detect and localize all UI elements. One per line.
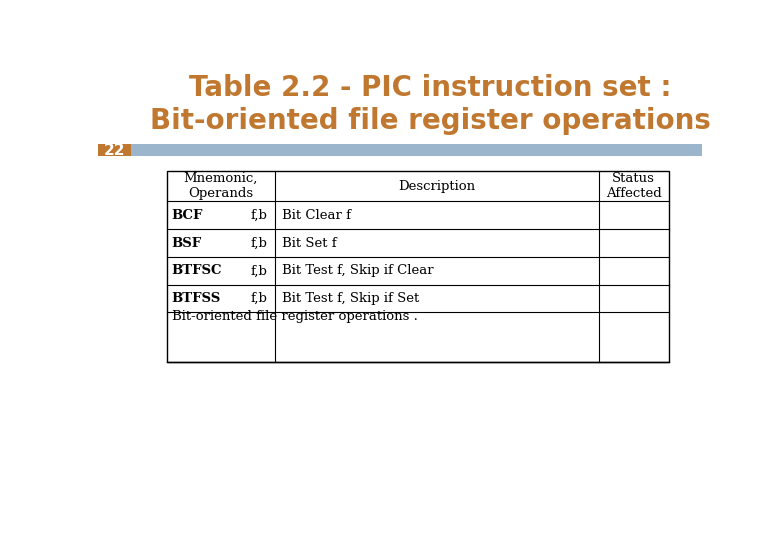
- Text: Description: Description: [398, 180, 475, 193]
- FancyBboxPatch shape: [98, 144, 131, 156]
- Text: Mnemonic,
Operands: Mnemonic, Operands: [184, 172, 258, 200]
- Text: f,b: f,b: [250, 264, 268, 277]
- Text: BTFSS: BTFSS: [172, 292, 221, 305]
- Text: Bit Set f: Bit Set f: [282, 237, 337, 249]
- Text: BCF: BCF: [172, 209, 204, 222]
- Text: f,b: f,b: [250, 292, 268, 305]
- Text: f,b: f,b: [250, 237, 268, 249]
- FancyBboxPatch shape: [167, 171, 668, 362]
- Text: Bit Test f, Skip if Set: Bit Test f, Skip if Set: [282, 292, 420, 305]
- Text: BTFSC: BTFSC: [172, 264, 222, 277]
- Text: Bit Test f, Skip if Clear: Bit Test f, Skip if Clear: [282, 264, 434, 277]
- Text: Bit-oriented file register operations: Bit-oriented file register operations: [150, 107, 711, 135]
- Text: Bit Clear f: Bit Clear f: [282, 209, 351, 222]
- Text: f,b: f,b: [250, 209, 268, 222]
- Text: Table 2.2 - PIC instruction set :: Table 2.2 - PIC instruction set :: [189, 73, 672, 102]
- Text: 22: 22: [104, 143, 125, 158]
- Text: BSF: BSF: [172, 237, 202, 249]
- Text: Status
Affected: Status Affected: [606, 172, 661, 200]
- FancyBboxPatch shape: [98, 144, 702, 156]
- Text: Bit-oriented file register operations .: Bit-oriented file register operations .: [172, 310, 418, 323]
